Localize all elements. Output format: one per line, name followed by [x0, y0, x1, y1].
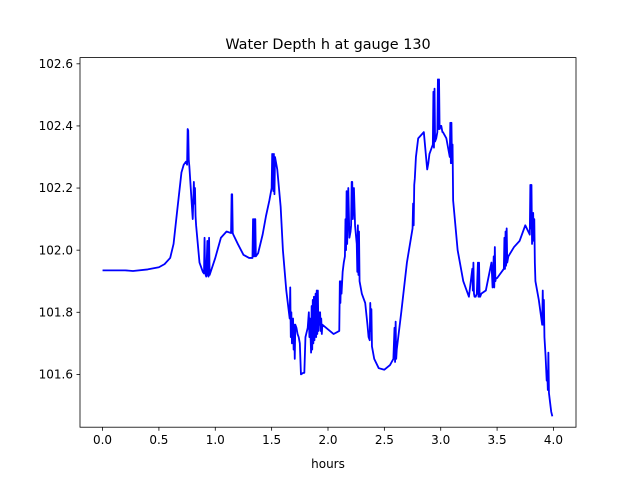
y-tick-label: 102.0 [39, 243, 73, 257]
series-line [102, 78, 554, 417]
x-tick-label: 4.0 [544, 433, 563, 447]
x-tick-label: 2.5 [375, 433, 394, 447]
x-tick-label: 0.5 [149, 433, 168, 447]
x-tick-label: 2.0 [318, 433, 337, 447]
y-tick-label: 101.8 [39, 305, 73, 319]
x-axis-title: hours [311, 457, 345, 471]
y-tick-label: 102.6 [39, 57, 73, 71]
x-tick-label: 0.0 [93, 433, 112, 447]
x-tick-label: 1.5 [262, 433, 281, 447]
x-tick-label: 3.5 [488, 433, 507, 447]
y-tick-label: 102.2 [39, 181, 73, 195]
x-tick-label: 1.0 [206, 433, 225, 447]
chart-title: Water Depth h at gauge 130 [225, 37, 430, 53]
x-axis: 0.0 0.5 1.0 1.5 2.0 2.5 3.0 3.5 4.0 [93, 427, 563, 447]
y-tick-label: 102.4 [39, 119, 73, 133]
y-tick-label: 101.6 [39, 368, 73, 382]
x-tick-label: 3.0 [431, 433, 450, 447]
y-axis: 101.6 101.8 102.0 102.2 102.4 102.6 [39, 57, 80, 382]
